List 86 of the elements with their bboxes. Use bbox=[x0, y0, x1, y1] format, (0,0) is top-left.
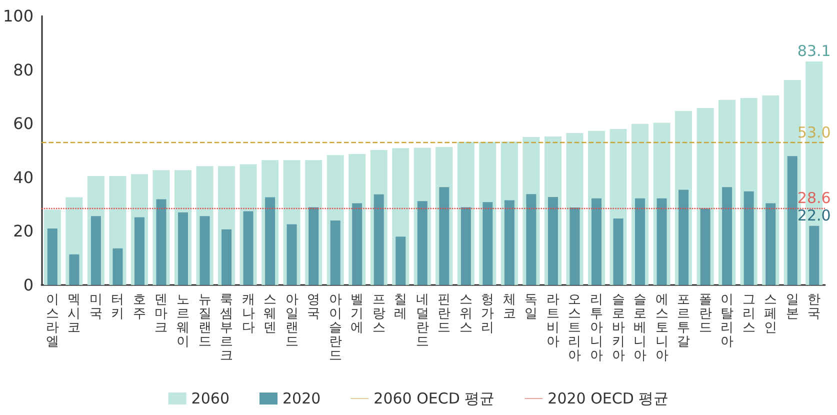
bar bbox=[90, 216, 101, 285]
x-tick-label: 벨기에 bbox=[350, 292, 364, 336]
y-tick-label: 100 bbox=[2, 6, 34, 26]
x-tick-label: 미국 bbox=[89, 292, 102, 322]
x-tick-label: 네덜란드 bbox=[416, 292, 429, 350]
bar bbox=[744, 191, 754, 285]
legend-label: 2020 OECD 평균 bbox=[548, 390, 669, 408]
x-tick-label: 포르투갈 bbox=[677, 292, 690, 350]
data-label: 22.0 bbox=[797, 206, 831, 224]
x-tick-label: 뉴질랜드 bbox=[198, 292, 212, 350]
bar bbox=[200, 216, 210, 285]
bar bbox=[265, 197, 276, 285]
bar bbox=[809, 226, 820, 285]
bar bbox=[222, 229, 232, 285]
bar bbox=[330, 220, 340, 285]
x-tick-label: 핀란드 bbox=[438, 292, 451, 336]
bar bbox=[787, 156, 798, 285]
x-tick-label: 이탈리아 bbox=[720, 292, 734, 350]
bar bbox=[417, 201, 428, 285]
x-tick-label: 그리스 bbox=[742, 292, 756, 336]
y-tick-label: 0 bbox=[23, 276, 34, 294]
bar bbox=[69, 254, 80, 285]
x-tick-label: 슬로베니아 bbox=[634, 292, 647, 364]
x-tick-label: 라트비아 bbox=[546, 292, 560, 350]
bar bbox=[374, 194, 384, 285]
legend-label: 2020 bbox=[282, 390, 321, 408]
bar bbox=[700, 208, 710, 285]
x-tick-label: 슬로바키아 bbox=[612, 292, 625, 364]
bar bbox=[570, 208, 580, 285]
data-label: 83.1 bbox=[797, 42, 831, 60]
x-tick-label: 칠레 bbox=[394, 292, 408, 322]
x-tick-label: 에스토니아 bbox=[655, 292, 668, 364]
bar bbox=[722, 187, 732, 285]
bar bbox=[156, 199, 166, 285]
x-tick-label: 리투아니아 bbox=[590, 292, 603, 364]
x-tick-label: 프랑스 bbox=[372, 292, 386, 336]
x-tick-label: 한국 bbox=[808, 292, 821, 322]
legend-label: 2060 OECD 평균 bbox=[374, 390, 495, 408]
bar bbox=[656, 198, 667, 285]
bar bbox=[526, 194, 536, 285]
x-tick-label: 독일 bbox=[524, 292, 538, 322]
x-tick-label: 아이슬란드 bbox=[328, 292, 342, 364]
x-tick-label: 스위스 bbox=[459, 292, 472, 336]
x-tick-label: 일본 bbox=[786, 292, 799, 322]
x-tick-label: 스페인 bbox=[764, 292, 778, 336]
x-tick-label: 폴란드 bbox=[698, 292, 712, 336]
x-tick-label: 영국 bbox=[307, 292, 320, 322]
bar bbox=[460, 207, 471, 285]
y-tick-label: 60 bbox=[13, 114, 34, 134]
x-tick-label: 이스라엘 bbox=[46, 292, 59, 350]
x-tick-label: 멕시코 bbox=[68, 292, 81, 336]
bar bbox=[548, 197, 558, 285]
x-tick-label: 오스트리아 bbox=[568, 292, 582, 364]
x-tick-label: 캐나다 bbox=[242, 292, 255, 336]
annotation: 28.6 bbox=[797, 189, 831, 208]
bar bbox=[439, 187, 450, 285]
bar bbox=[112, 248, 123, 285]
y-tick-label: 40 bbox=[13, 168, 34, 187]
bar bbox=[504, 200, 514, 285]
bar bbox=[286, 224, 297, 285]
bar bbox=[678, 190, 689, 285]
y-tick-label: 80 bbox=[13, 60, 34, 80]
bar bbox=[352, 203, 362, 285]
annotation: 53.0 bbox=[797, 123, 831, 142]
x-tick-label: 체코 bbox=[502, 292, 516, 322]
x-tick-label: 아일랜드 bbox=[285, 292, 298, 350]
bar bbox=[47, 228, 58, 285]
bar bbox=[766, 203, 776, 285]
x-tick-label: 스웨덴 bbox=[264, 292, 277, 336]
bar bbox=[134, 217, 144, 285]
y-tick-label: 20 bbox=[13, 222, 34, 241]
bar bbox=[308, 207, 319, 285]
bar bbox=[613, 218, 624, 285]
x-tick-label: 룩셈부르크 bbox=[220, 292, 234, 364]
bar bbox=[396, 236, 406, 285]
bar bbox=[591, 198, 602, 285]
bar bbox=[178, 212, 188, 285]
x-tick-label: 노르웨이 bbox=[176, 292, 190, 350]
x-tick-label: 헝가리 bbox=[481, 292, 494, 336]
x-tick-label: 터키 bbox=[111, 292, 124, 322]
x-tick-label: 호주 bbox=[132, 292, 146, 322]
bar bbox=[482, 202, 493, 285]
bar bbox=[635, 198, 646, 285]
bar bbox=[243, 211, 254, 285]
legend-label: 2060 bbox=[191, 390, 230, 408]
x-tick-label: 덴마크 bbox=[154, 292, 168, 336]
